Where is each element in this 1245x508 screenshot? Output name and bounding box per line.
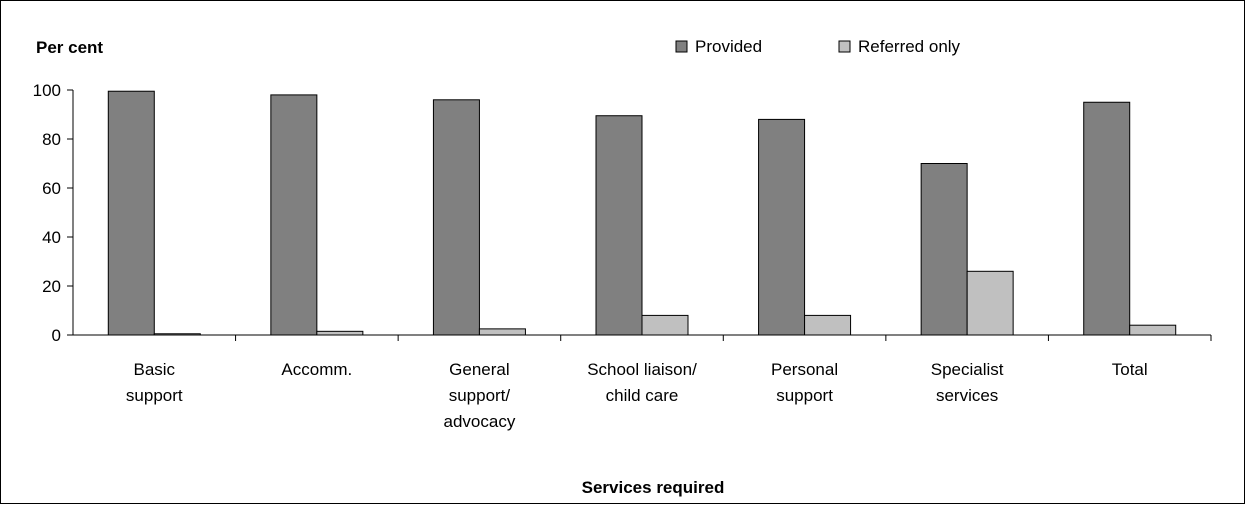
bar-provided-3 bbox=[432, 99, 480, 336]
bar-referred-only-3 bbox=[478, 328, 526, 336]
x-tick-label-7: Total bbox=[1112, 360, 1148, 379]
bar-referred-only-4 bbox=[641, 314, 689, 336]
bars bbox=[107, 90, 1177, 336]
x-tick-label-line: child care bbox=[606, 386, 679, 405]
x-tick-label-line: Specialist bbox=[931, 360, 1004, 379]
legend-label-provided: Provided bbox=[695, 37, 762, 56]
x-tick-label-1: Basic support bbox=[126, 360, 183, 405]
bar-provided-7 bbox=[1083, 101, 1131, 336]
bar-provided-6 bbox=[920, 163, 968, 336]
y-axis-title: Per cent bbox=[36, 38, 103, 57]
bar-referred-only-2 bbox=[316, 330, 364, 336]
x-tick-label-line: support bbox=[126, 386, 183, 405]
x-tick-label-4: School liaison/child care bbox=[587, 360, 697, 405]
bar-provided-5 bbox=[758, 118, 806, 336]
x-tick-label-3: General support/advocacy bbox=[444, 360, 516, 431]
x-tick-label-line: School liaison/ bbox=[587, 360, 697, 379]
x-tick-label-line: support/ bbox=[449, 386, 511, 405]
x-tick-label-line: advocacy bbox=[444, 412, 516, 431]
x-tick-label-line: Accomm. bbox=[281, 360, 352, 379]
legend-label-referred-only: Referred only bbox=[858, 37, 961, 56]
x-axis: Basic support Accomm. General support/advoca… bbox=[73, 334, 1212, 431]
y-tick-label-20: 20 bbox=[42, 277, 61, 296]
x-axis-title: Services required bbox=[582, 478, 725, 497]
x-tick-label-5: Personal support bbox=[771, 360, 838, 405]
x-tick-label-line: Basic bbox=[133, 360, 175, 379]
x-tick-label-6: Specialist services bbox=[931, 360, 1004, 405]
x-tick-label-line: services bbox=[936, 386, 998, 405]
x-tick-label-line: Total bbox=[1112, 360, 1148, 379]
x-tick-label-line: support bbox=[776, 386, 833, 405]
y-tick-label-80: 80 bbox=[42, 130, 61, 149]
legend-swatch-provided bbox=[675, 40, 688, 53]
bar-referred-only-6 bbox=[966, 270, 1014, 336]
bar-referred-only-7 bbox=[1129, 324, 1177, 336]
y-tick-label-100: 100 bbox=[33, 81, 61, 100]
y-tick-label-0: 0 bbox=[52, 326, 61, 345]
bar-provided-2 bbox=[270, 94, 318, 336]
legend: Provided Referred only bbox=[675, 37, 961, 56]
y-tick-label-60: 60 bbox=[42, 179, 61, 198]
y-axis: 0 20 40 60 80 100 bbox=[33, 81, 74, 345]
x-tick-label-line: General bbox=[449, 360, 509, 379]
legend-swatch-referred-only bbox=[838, 40, 851, 53]
bar-referred-only-5 bbox=[804, 314, 852, 336]
x-tick-label-line: Personal bbox=[771, 360, 838, 379]
x-tick-label-2: Accomm. bbox=[281, 360, 352, 379]
bar-provided-4 bbox=[595, 115, 643, 336]
bar-provided-1 bbox=[107, 90, 155, 336]
y-tick-label-40: 40 bbox=[42, 228, 61, 247]
